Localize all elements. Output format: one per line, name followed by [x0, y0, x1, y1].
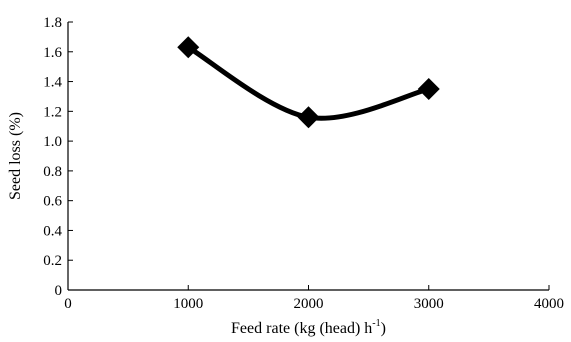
data-point-marker — [417, 78, 440, 100]
x-axis-title-close: ) — [381, 320, 386, 337]
x-axis-ticks: 0 1000 2000 3000 4000 — [64, 285, 564, 312]
y-tick-label: 1.2 — [43, 104, 62, 120]
y-tick-label: 0 — [55, 283, 63, 299]
data-point-marker — [297, 106, 320, 129]
y-axis-ticks: 0 0.2 0.4 0.6 0.8 1.0 1.2 1.4 1.6 1.8 — [43, 15, 73, 299]
data-point-marker — [177, 36, 200, 59]
y-tick-label: 0.6 — [43, 194, 62, 210]
y-tick-label: 0.2 — [43, 253, 62, 269]
y-axis-title: Seed loss (%) — [7, 112, 24, 200]
y-tick-label: 1.6 — [43, 45, 62, 61]
y-tick-label: 1.4 — [43, 75, 62, 91]
x-tick-label: 3000 — [414, 296, 444, 312]
x-axis-title: Feed rate (kg (head) h-1) — [231, 318, 386, 337]
x-tick-label: 2000 — [294, 296, 324, 312]
x-axis-title-main: Feed rate (kg (head) h — [231, 320, 372, 337]
y-tick-label: 0.4 — [43, 223, 62, 239]
series-group — [177, 36, 440, 129]
x-tick-label: 0 — [64, 296, 72, 312]
axes — [67, 22, 549, 291]
x-tick-label: 4000 — [534, 296, 564, 312]
y-tick-label: 1.0 — [43, 134, 62, 150]
y-tick-label: 1.8 — [43, 15, 62, 31]
x-tick-label: 1000 — [173, 296, 203, 312]
x-axis-title-superscript: -1 — [372, 318, 380, 329]
y-tick-label: 0.8 — [43, 164, 62, 180]
